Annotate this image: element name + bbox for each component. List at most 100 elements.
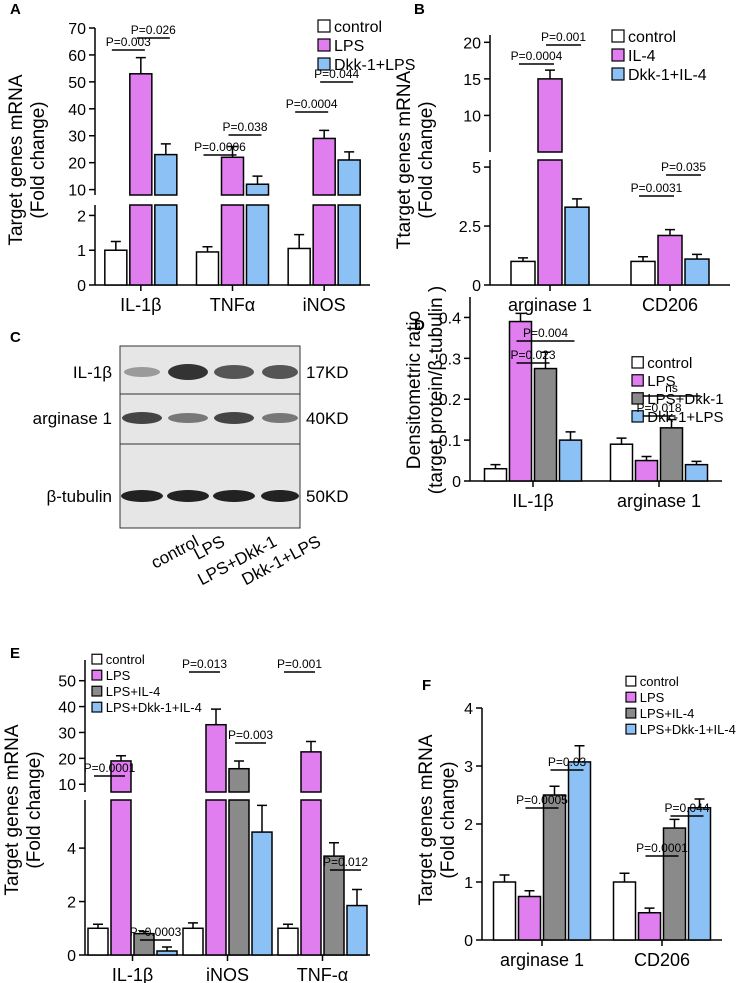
legend-label: LPS+Dkk-1+IL-4 [640, 722, 736, 737]
error-bar [329, 842, 339, 857]
bar [195, 251, 220, 286]
y-tick-label: 3 [464, 759, 473, 776]
x-tick-label: IL-1β [512, 491, 553, 511]
x-tick-label: arginase 1 [500, 950, 584, 970]
bar [517, 895, 542, 941]
error-bar [162, 946, 172, 951]
legend-swatch [91, 669, 103, 681]
y-axis-label: Target genes mRNA [6, 74, 27, 245]
y-tick-label: 0 [464, 933, 473, 950]
error-bar [665, 228, 675, 236]
bar [251, 831, 273, 956]
legend-label: LPS [647, 373, 675, 390]
p-value-label: P=0.003 [106, 35, 151, 49]
bar [87, 927, 109, 956]
p-value-label: P=0.023 [510, 348, 555, 362]
bar [657, 234, 683, 286]
y-tick-label: 2 [77, 208, 86, 225]
p-value-label: P=0.013 [182, 657, 227, 671]
legend-label: LPS+IL-4 [640, 706, 695, 721]
error-bar [139, 930, 149, 934]
p-value-label: ns [665, 381, 678, 395]
blot-row-label: arginase 1 [33, 409, 112, 428]
y-tick-label: 0 [472, 278, 481, 295]
p-value-label: P=0.004 [523, 326, 568, 340]
y-tick-label: 60 [68, 48, 86, 65]
p-value-label: P=0.001 [541, 30, 586, 44]
y-tick-label: 0.3 [439, 351, 461, 368]
p-value-label: P=0.003 [228, 728, 273, 742]
error-bar [202, 245, 213, 252]
bar [110, 799, 132, 956]
error-bar [666, 418, 677, 428]
error-bar [160, 143, 171, 155]
x-tick-label: iNOS [303, 295, 346, 315]
legend-label: Dkk-1+LPS [647, 409, 723, 426]
y-tick-label: 40 [58, 700, 76, 717]
legend-swatch [611, 48, 625, 62]
bar [492, 881, 517, 941]
legend-swatch [631, 356, 644, 369]
y-tick-label: 70 [68, 21, 86, 38]
error-bar [135, 56, 146, 74]
p-value-label: P=0.0001 [84, 761, 136, 775]
legend-label: IL-4 [628, 48, 656, 65]
legend-label: LPS+IL-4 [106, 684, 161, 699]
legend-swatch [625, 675, 637, 687]
y-tick-label: 0 [67, 948, 76, 965]
bar [510, 260, 536, 286]
blot-row-label: IL-1β [73, 363, 112, 382]
bar [659, 427, 684, 482]
bar [220, 156, 245, 196]
legend-label: control [334, 19, 382, 36]
y-tick-label: 40 [68, 102, 86, 119]
error-bar [306, 740, 316, 752]
y-tick-label: 1 [77, 243, 86, 260]
bar [129, 73, 153, 196]
panel-letter: B [414, 1, 425, 18]
legend-swatch [611, 67, 625, 81]
x-tick-label: IL-1β [120, 295, 161, 315]
legend-swatch [631, 392, 644, 405]
error-bar [116, 755, 126, 761]
y-axis-label: Densitometric ratio [404, 311, 425, 469]
legend-label: LPS [640, 690, 665, 705]
y-tick-label: 10 [463, 108, 481, 125]
blot-row-label: β-tubulin [46, 487, 112, 506]
y-axis-label: (target protein/β-tubulin ) [426, 286, 447, 494]
legend-label: control [106, 652, 145, 667]
error-bar [110, 240, 121, 251]
bar [228, 799, 250, 956]
bar [483, 467, 508, 482]
x-tick-label: CD206 [642, 295, 698, 315]
bar [312, 137, 336, 196]
x-tick-label: TNF-α [297, 965, 348, 983]
error-bar [641, 455, 652, 461]
p-value-label: P=0.035 [661, 160, 706, 174]
legend-swatch [317, 38, 331, 52]
bar [277, 927, 299, 956]
blot-size-label: 17KD [306, 363, 349, 382]
bar [104, 249, 128, 286]
y-tick-label: 20 [68, 156, 86, 173]
bar [154, 204, 178, 286]
blot-size-label: 40KD [306, 409, 349, 428]
error-bar [616, 437, 627, 445]
error-bar [499, 874, 510, 882]
error-bar [572, 198, 582, 208]
error-bar [283, 923, 293, 929]
bar [687, 807, 712, 941]
bar [312, 204, 336, 286]
blot-size-label: 50KD [306, 487, 349, 506]
legend-swatch [611, 29, 625, 43]
y-axis-label: Ttarget genes mRNA [394, 70, 415, 249]
error-bar [691, 460, 702, 465]
legend-swatch [625, 691, 637, 703]
error-bar [524, 889, 535, 897]
p-value-label: P=0.026 [131, 23, 176, 37]
bar [154, 153, 178, 196]
legend-label: LPS [106, 668, 131, 683]
error-bar [234, 760, 244, 769]
legend-label: control [640, 674, 679, 689]
y-tick-label: 0 [77, 278, 86, 295]
